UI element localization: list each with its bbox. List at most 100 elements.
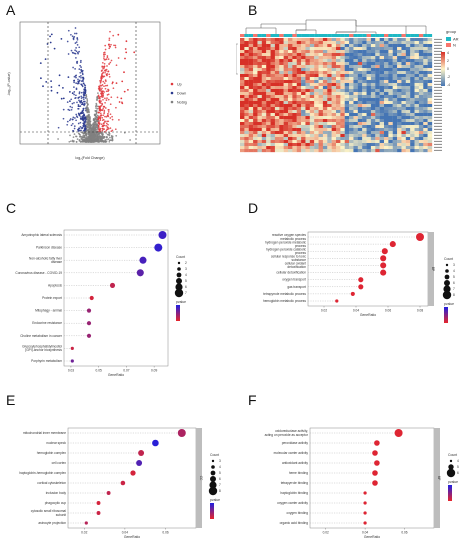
category-label: hemoglobin complex (37, 451, 67, 455)
heatmap-cell (292, 92, 297, 96)
heatmap-cell (379, 50, 385, 54)
heatmap-cell (270, 134, 276, 138)
category-label: haptoglobin binding (280, 491, 308, 495)
heatmap-cell (279, 41, 284, 45)
heatmap-cell (375, 83, 380, 87)
volcano-point (107, 98, 110, 101)
volcano-point (75, 41, 78, 43)
category-label: molecular carrier activity (274, 451, 309, 455)
heatmap-cell (322, 98, 328, 102)
volcano-point (92, 135, 95, 138)
heatmap-cell (388, 77, 393, 81)
heatmap-cell (322, 65, 328, 69)
heatmap-cell (257, 137, 262, 141)
heatmap-cell (327, 59, 332, 63)
volcano-point (77, 132, 80, 135)
heatmap-cell (384, 146, 389, 150)
heatmap-cell (261, 89, 267, 93)
heatmap-cell (370, 74, 376, 78)
heatmap-cell (331, 104, 337, 108)
heatmap-cell (357, 116, 363, 120)
heatmap-cell (327, 83, 332, 87)
heatmap-cell (336, 89, 341, 93)
heatmap-cell (253, 143, 258, 147)
size-legend-dot (174, 288, 184, 298)
volcano-point (75, 135, 77, 138)
heatmap-cell (288, 149, 293, 153)
heatmap-cell (418, 137, 424, 141)
group-annotation-cell (392, 34, 398, 37)
heatmap-cell (248, 92, 254, 96)
heatmap-cell (375, 149, 380, 153)
volcano-point (104, 71, 106, 74)
heatmap-cell (423, 92, 428, 96)
volcano-point (82, 134, 85, 137)
heatmap-cell (261, 71, 267, 75)
heatmap-cell (410, 65, 415, 69)
heatmap-cell (314, 119, 319, 123)
heatmap-cell (397, 137, 402, 141)
heatmap-cell (309, 65, 315, 69)
volcano-point (75, 47, 77, 49)
heatmap-cell (327, 128, 332, 132)
heatmap-cell (349, 38, 354, 42)
heatmap-cell (336, 137, 341, 141)
heatmap-cell (314, 116, 319, 120)
volcano-point (105, 124, 107, 127)
heatmap-cell (274, 113, 280, 117)
heatmap-cell (274, 140, 280, 144)
heatmap-cell (327, 38, 332, 42)
heatmap-cell (322, 101, 328, 105)
size-legend-label: 7 (185, 291, 187, 295)
size-legend-dot (443, 285, 451, 293)
heatmap-cell (375, 53, 380, 57)
volcano-point (79, 101, 82, 104)
heatmap-cell (322, 107, 328, 111)
heatmap-cell (392, 116, 398, 120)
heatmap-cell (270, 140, 276, 144)
heatmap-cell (366, 140, 372, 144)
heatmap-cell (318, 128, 324, 132)
heatmap-cell (336, 47, 341, 51)
heatmap-cell (244, 38, 249, 42)
heatmap-cell (322, 143, 328, 147)
volcano-point (103, 105, 105, 108)
heatmap-cell (283, 119, 289, 123)
volcano-point (121, 80, 124, 83)
dendrogram-branches (236, 43, 238, 75)
heatmap-cell (253, 68, 258, 72)
heatmap-cell (418, 53, 424, 57)
gene-label (434, 146, 442, 148)
volcano-point (95, 109, 98, 112)
volcano-point (111, 135, 114, 138)
heatmap-cell (405, 41, 411, 45)
heatmap-cell (384, 128, 389, 132)
heatmap-cell (240, 149, 245, 153)
heatmap-cell (384, 122, 389, 126)
heatmap-cell (257, 119, 262, 123)
heatmap-cell (318, 143, 324, 147)
heatmap-cell (261, 128, 267, 132)
heatmap-cell (261, 137, 267, 141)
gene-label (434, 68, 442, 70)
heatmap-cell (274, 146, 280, 150)
heatmap-cell (344, 86, 350, 90)
heatmap-cell (357, 149, 363, 153)
heatmap-cell (405, 59, 411, 63)
volcano-point (86, 120, 89, 123)
heatmap-cell (248, 71, 254, 75)
heatmap-cell (253, 146, 258, 150)
heatmap-cell (401, 149, 406, 153)
heatmap-cell (349, 74, 354, 78)
heatmap-cell (270, 80, 276, 84)
category-label: Parkinson disease (36, 246, 62, 250)
heatmap-cell (292, 95, 297, 99)
heatmap-cell (257, 62, 262, 66)
group-annotation-cell (279, 34, 284, 37)
volcano-point (96, 128, 99, 131)
heatmap-cell (288, 44, 293, 48)
heatmap-cell (414, 92, 420, 96)
heatmap-cell (388, 98, 393, 102)
heatmap-cell (353, 122, 358, 126)
heatmap-cell (370, 50, 376, 54)
